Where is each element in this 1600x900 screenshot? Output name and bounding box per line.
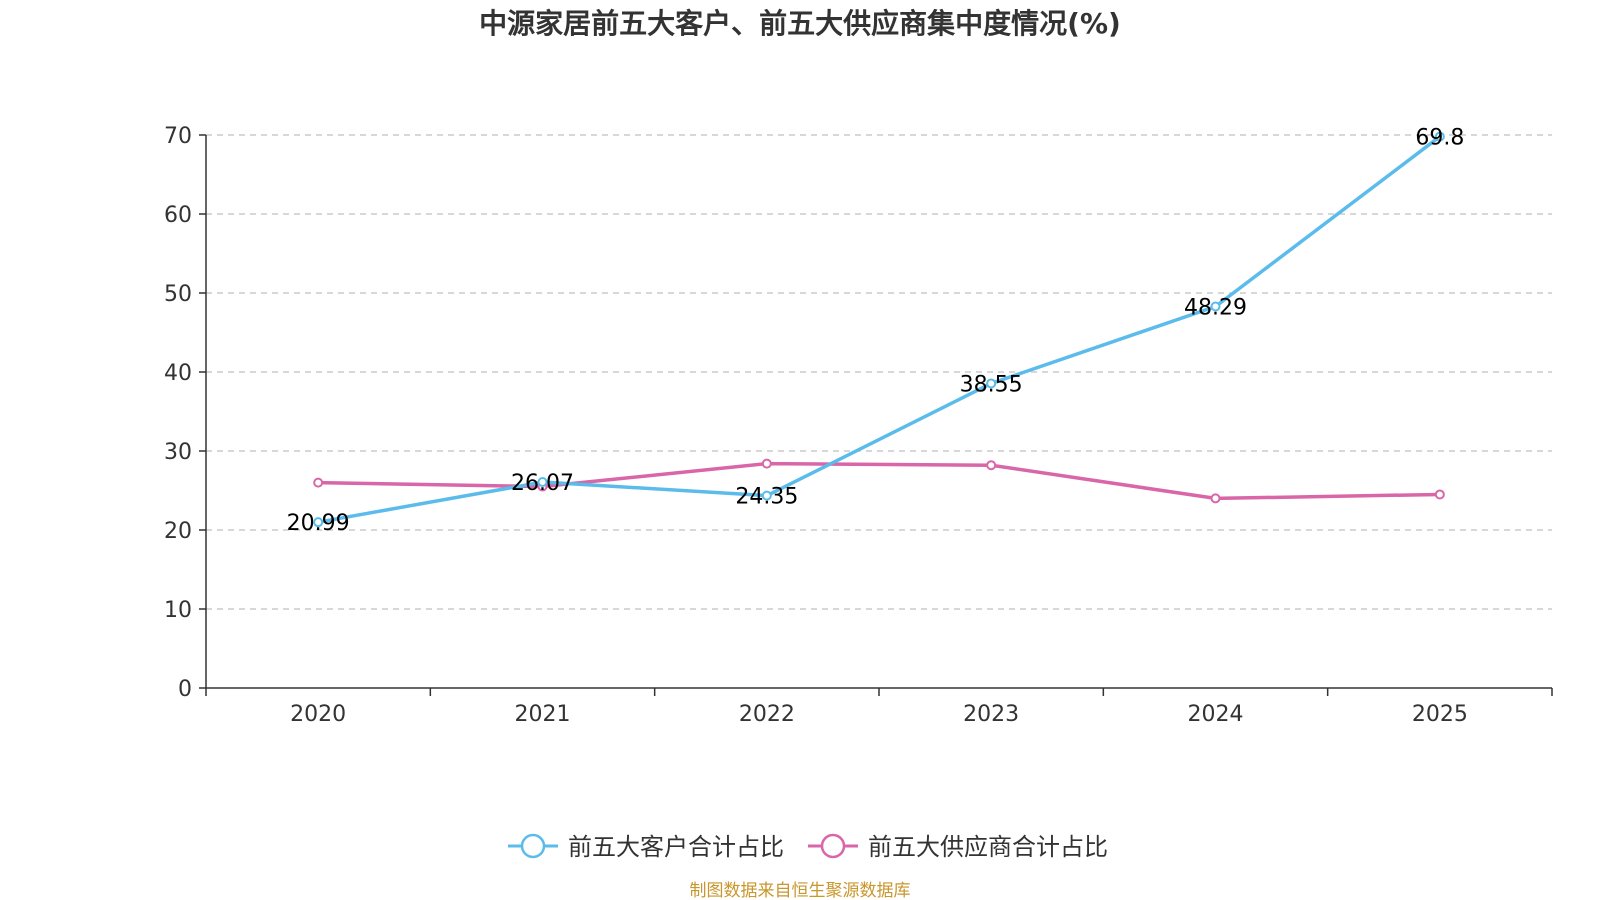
data-label-2023: 38.55 [960, 372, 1023, 397]
data-label-2021: 26.07 [511, 471, 574, 496]
series-1-point-2022 [761, 458, 772, 469]
legend[interactable]: 前五大客户合计占比 前五大供应商合计占比 [508, 833, 1108, 861]
y-tick-label-0: 0 [178, 677, 192, 702]
series-1-point-2025 [1434, 489, 1445, 500]
series-layer [313, 131, 1445, 528]
x-tick-label-2023: 2023 [963, 702, 1019, 727]
series-1-point-2020 [313, 477, 324, 488]
series-0-point-2024 [1210, 301, 1221, 312]
series-line-0 [317, 135, 1441, 524]
source-note: 制图数据来自恒生聚源数据库 [690, 881, 911, 900]
x-tick-label-2021: 2021 [515, 702, 571, 727]
data-label-2024: 48.29 [1184, 296, 1247, 321]
y-tick-label-10: 10 [164, 598, 192, 623]
data-labels: 20.99 26.07 24.35 38.55 48.29 69.8 [287, 126, 1465, 537]
series-1-point-2024 [1210, 493, 1221, 504]
y-tick-label-30: 30 [164, 440, 192, 465]
legend-item-1[interactable]: 前五大供应商合计占比 [808, 833, 1108, 861]
series-0-point-2023 [986, 378, 997, 389]
series-0-point-2022 [761, 490, 772, 501]
x-tick-label-2022: 2022 [739, 702, 795, 727]
legend-marker-icon [820, 833, 846, 859]
grid-lines [206, 134, 1552, 610]
x-tick-label-2024: 2024 [1188, 702, 1244, 727]
legend-item-0[interactable]: 前五大客户合计占比 [508, 833, 784, 861]
y-tick-label-70: 70 [164, 124, 192, 149]
y-tick-label-50: 50 [164, 282, 192, 307]
series-line-1 [318, 461, 1440, 501]
legend-label: 前五大供应商合计占比 [868, 833, 1108, 861]
legend-label: 前五大客户合计占比 [568, 833, 784, 861]
data-label-2025: 69.8 [1415, 126, 1464, 151]
series-1-point-2023 [986, 460, 997, 471]
y-tick-label-40: 40 [164, 361, 192, 386]
x-tick-label-2020: 2020 [290, 702, 346, 727]
x-tick-label-2025: 2025 [1412, 702, 1468, 727]
series-0-point-2021 [537, 477, 548, 488]
axes: 0 10 20 30 40 50 60 70 2020 2021 2022 2023 2024 2025 [164, 124, 1553, 727]
chart-title: 中源家居前五大客户、前五大供应商集中度情况(%) [479, 7, 1121, 40]
legend-marker-icon [520, 833, 546, 859]
y-tick-label-60: 60 [164, 203, 192, 228]
series-0-point-2020 [313, 517, 324, 528]
y-tick-label-20: 20 [164, 519, 192, 544]
series-0-point-2025 [1434, 131, 1445, 142]
data-label-2020: 20.99 [287, 511, 350, 536]
data-label-2022: 24.35 [735, 485, 798, 510]
